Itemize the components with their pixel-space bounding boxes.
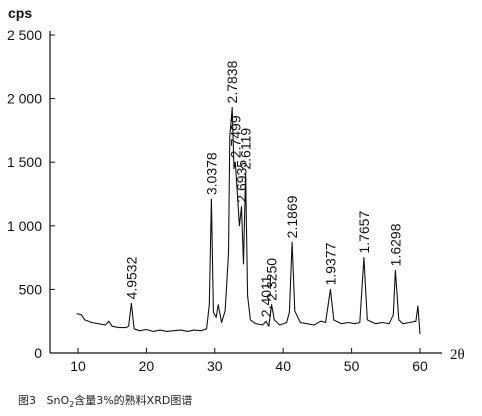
figure-caption: 图3 SnO2含量3%的熟料XRD图谱 (18, 392, 193, 409)
caption-text: 含量3%的熟料XRD图谱 (74, 394, 193, 407)
peak-label: 1.7657 (356, 211, 372, 254)
peak-label: 2.7838 (224, 60, 240, 103)
peak-label: 2.7499 (227, 115, 243, 158)
peak-label: 2.1869 (284, 195, 300, 238)
x-tick-label: 50 (344, 358, 360, 374)
x-tick-label: 10 (70, 358, 86, 374)
caption-subscript: 2 (69, 400, 75, 409)
xrd-chart: 0 500 1 000 1 500 2 000 2 500 10 20 30 40 50 60 4.9… (7, 5, 465, 374)
x-tick-label: 30 (207, 358, 223, 374)
axes (49, 31, 442, 354)
caption-formula: SnO (46, 394, 70, 407)
x-tick-label: 40 (275, 358, 291, 374)
caption-figure-number: 图3 (18, 394, 36, 407)
peak-label: 4.9532 (123, 256, 139, 299)
ticks: 0 500 1 000 1 500 2 000 2 500 10 20 30 40 50 60 (7, 27, 428, 374)
peak-label: 2.4011 (258, 275, 274, 317)
x-axis-title: 2θ (450, 347, 465, 363)
peak-label: 2.3250 (264, 258, 280, 301)
x-tick-label: 60 (412, 358, 428, 374)
peak-label: 3.0378 (203, 152, 219, 195)
peak-label: 1.9377 (322, 242, 338, 285)
y-tick-label: 1 000 (7, 218, 42, 234)
y-tick-label: 2 500 (7, 27, 42, 43)
peak-label: 1.6298 (387, 223, 403, 266)
peak-label: 2.6935 (234, 160, 250, 203)
y-tick-label: 500 (19, 281, 43, 297)
trace (76, 106, 421, 334)
y-tick-label: 0 (34, 345, 42, 361)
x-tick-label: 20 (139, 358, 155, 374)
xrd-trace-line (76, 106, 421, 334)
y-tick-label: 2 000 (7, 91, 42, 107)
y-axis-title: cps (8, 5, 32, 21)
peak-label: 2.6119 (238, 128, 254, 170)
y-tick-label: 1 500 (7, 154, 42, 170)
